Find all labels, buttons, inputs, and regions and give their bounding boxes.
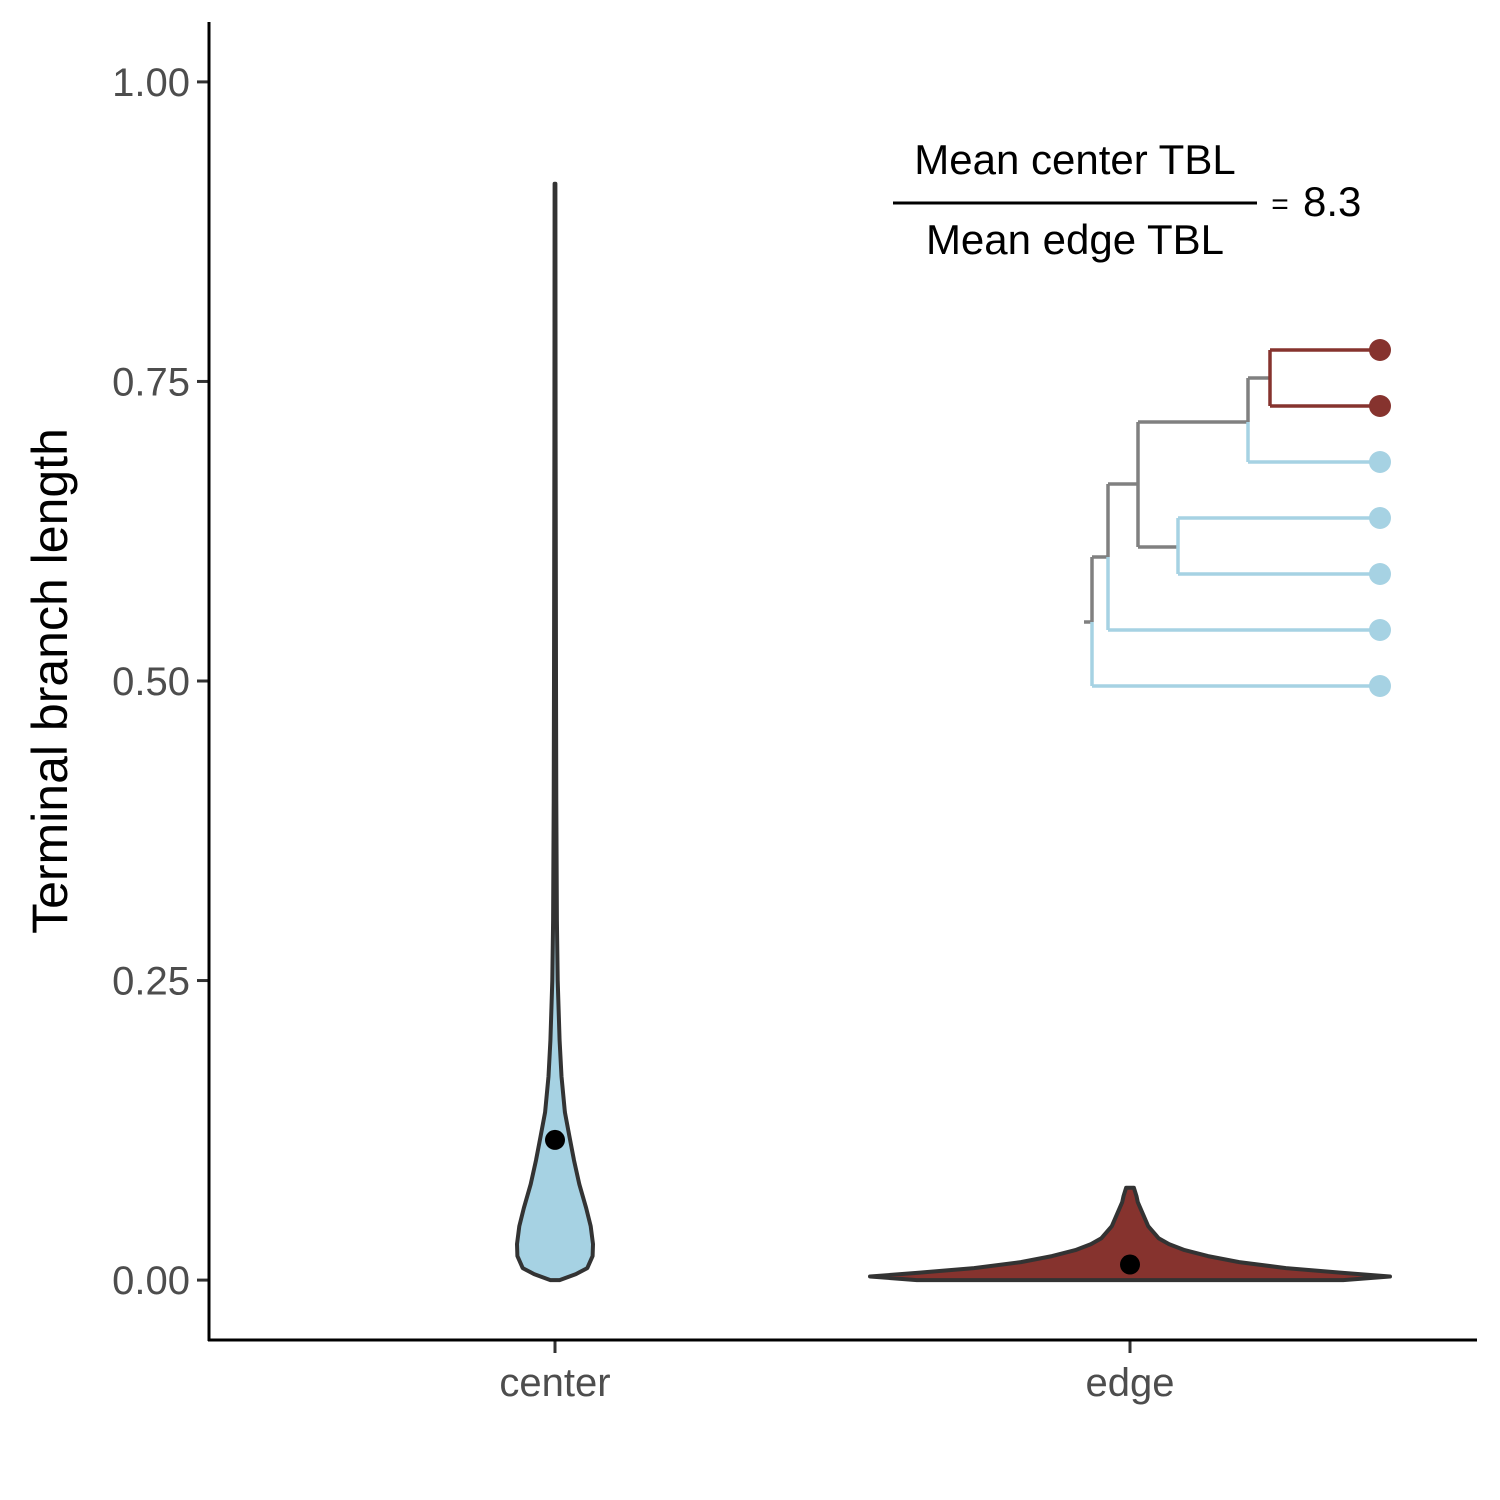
tree-inset <box>1084 339 1391 697</box>
y-tick-label: 0.50 <box>112 660 190 704</box>
y-axis-ticks: 0.00 0.25 0.50 0.75 1.00 <box>112 61 209 1303</box>
y-axis-title: Terminal branch length <box>22 428 78 934</box>
ratio-denominator: Mean edge TBL <box>926 216 1224 263</box>
tree-tip-edge <box>1369 339 1391 361</box>
tree-tip-center <box>1369 619 1391 641</box>
ratio-value: 8.3 <box>1303 178 1361 225</box>
y-tick-label: 0.00 <box>112 1259 190 1303</box>
ratio-equals: = <box>1271 188 1289 221</box>
y-tick-label: 0.25 <box>112 960 190 1004</box>
violin-center <box>515 181 595 1283</box>
mean-points <box>545 1129 1140 1275</box>
violin-edge <box>868 1185 1392 1283</box>
ratio-annotation: Mean center TBL Mean edge TBL = 8.3 <box>893 136 1361 263</box>
tree-tip-edge <box>1369 395 1391 417</box>
mean-point-center <box>545 1129 565 1150</box>
violins <box>515 181 1392 1283</box>
tree-tip-center <box>1369 675 1391 697</box>
mean-point-edge <box>1120 1254 1140 1275</box>
tree-tip-center <box>1369 507 1391 529</box>
y-tick-label: 1.00 <box>112 61 190 105</box>
x-tick-label: center <box>499 1361 610 1405</box>
tree-tip-center <box>1369 563 1391 585</box>
x-axis-ticks: center edge <box>499 1341 1174 1405</box>
ratio-numerator: Mean center TBL <box>914 136 1235 183</box>
y-tick-label: 0.75 <box>112 360 190 404</box>
x-tick-label: edge <box>1086 1361 1175 1405</box>
tree-tip-center <box>1369 451 1391 473</box>
